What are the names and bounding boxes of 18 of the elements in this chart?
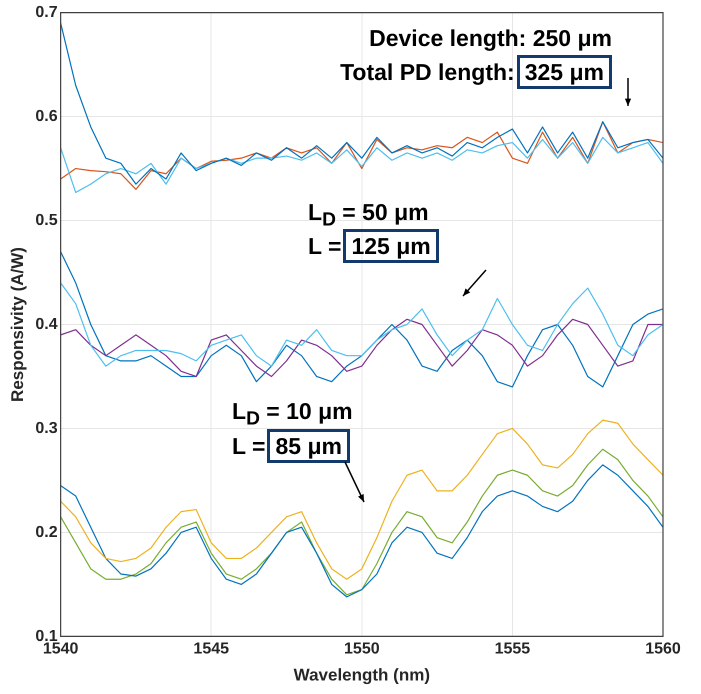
x-tick-label: 1555 [494,640,530,658]
annotation: Device length: 250 μm [369,24,612,52]
rectangle-outline: 85 μm [267,429,350,463]
y-tick-label: 0.5 [35,212,58,229]
annotation: L$_{D}$ = 10 μm [232,397,353,432]
y-tick-label: 0.2 [35,524,58,541]
y-tick-label: 0.7 [35,4,58,22]
x-tick-label: 1540 [42,640,79,658]
x-tick-label: 1545 [193,640,230,658]
y-tick-label: 0.6 [35,108,58,125]
x-tick-label: 1550 [344,640,380,658]
y-tick-label: 0.4 [35,316,58,333]
y-tick-label: 0.3 [35,420,58,437]
x-axis-title: Wavelength (nm) [294,665,430,684]
y-axis-title: Responsivity (A/W) [8,247,27,402]
rectangle-outline: 325 μm [516,55,612,89]
x-tick-label: 1560 [645,640,681,658]
rectangle-outline: 125 μm [343,229,439,263]
